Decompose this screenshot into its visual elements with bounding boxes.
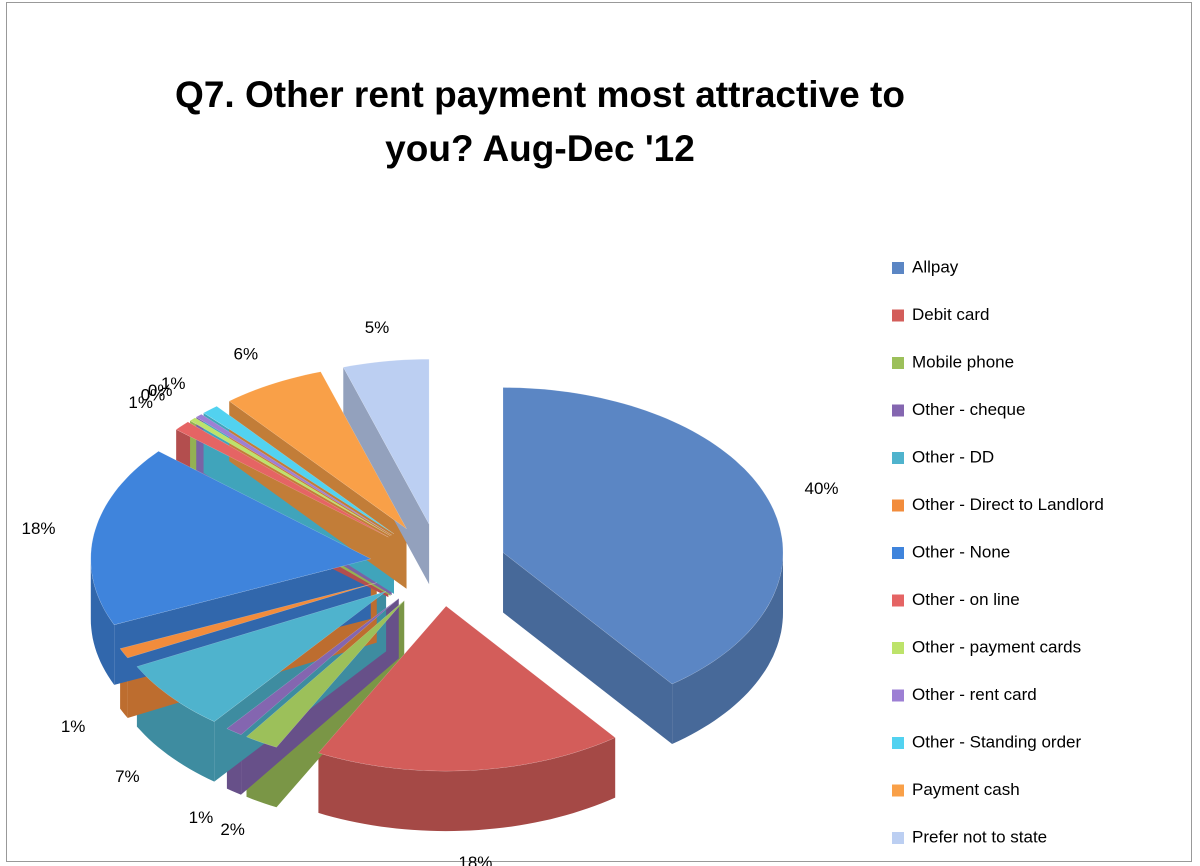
legend-swatch [892, 499, 904, 512]
legend-swatch [892, 832, 904, 844]
legend-swatch [892, 309, 904, 322]
data-label: 7% [115, 767, 140, 786]
slice-wall [90, 558, 115, 685]
legend-label: Other - on line [912, 590, 1020, 609]
data-label: 0% [141, 385, 166, 404]
legend-swatch [892, 784, 904, 797]
legend-swatch [892, 594, 904, 607]
slice [119, 582, 377, 659]
legend-swatch [892, 737, 904, 749]
legend-swatch [892, 642, 904, 654]
data-label: 18% [22, 519, 56, 538]
slice [175, 421, 389, 538]
legend-label: Payment cash [912, 780, 1020, 799]
legend-swatch [892, 262, 904, 274]
legend-label: Other - DD [912, 447, 994, 466]
slice [226, 598, 399, 735]
data-label: 1% [161, 374, 186, 393]
legend-label: Debit card [912, 305, 989, 324]
legend-swatch [892, 689, 904, 702]
slice [246, 600, 405, 748]
slice [136, 591, 387, 722]
slice [90, 450, 372, 626]
slice-side [503, 552, 673, 745]
data-label: 0% [148, 381, 173, 400]
slice [502, 387, 784, 685]
slice [203, 405, 395, 535]
slice [342, 358, 430, 525]
chart-title: Q7. Other rent payment most attractive t… [175, 74, 905, 169]
data-label: 6% [234, 344, 259, 363]
legend-swatch [892, 547, 904, 559]
data-label: 40% [805, 479, 839, 498]
data-label: 2% [220, 820, 245, 839]
chart-border [6, 2, 1192, 862]
slice-wall [318, 737, 616, 832]
slice [228, 371, 407, 529]
slice [189, 417, 391, 537]
legend-label: Other - None [912, 542, 1010, 561]
legend-label: Prefer not to state [912, 827, 1047, 846]
legend-swatch [892, 452, 904, 464]
slice [195, 413, 392, 536]
legend-label: Other - payment cards [912, 637, 1081, 656]
data-label: 18% [458, 853, 492, 866]
data-label: 1% [189, 808, 214, 827]
legend-label: Allpay [912, 257, 959, 276]
slice-wall [672, 552, 783, 744]
slice [317, 605, 616, 772]
slice-side [343, 367, 430, 585]
legend-label: Other - Direct to Landlord [912, 495, 1104, 514]
legend-label: Other - cheque [912, 400, 1025, 419]
legend-label: Mobile phone [912, 352, 1014, 371]
legend-swatch [892, 357, 904, 369]
legend-label: Other - rent card [912, 685, 1037, 704]
legend-swatch [892, 404, 904, 417]
data-label: 1% [61, 717, 86, 736]
legend-label: Other - Standing order [912, 732, 1081, 751]
data-label: 5% [365, 318, 390, 337]
data-label: 1% [128, 393, 153, 412]
